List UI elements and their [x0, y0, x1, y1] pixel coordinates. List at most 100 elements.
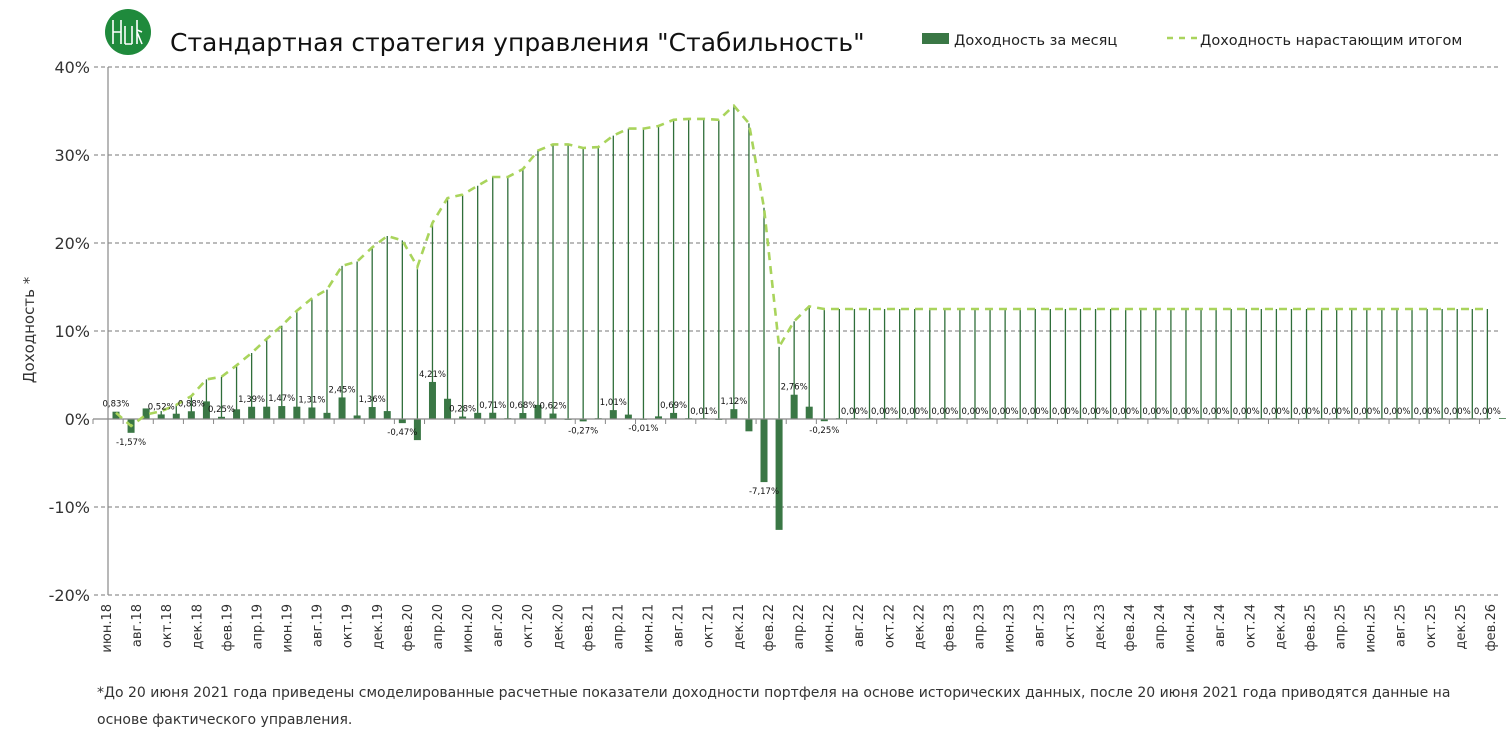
legend-label-cumulative: Доходность нарастающим итогом — [1200, 33, 1462, 49]
data-label: 0,00% — [901, 407, 928, 417]
y-axis-title: Доходность * — [20, 276, 38, 383]
data-label: 0,00% — [931, 407, 958, 417]
x-tick-label: июн.23 — [1003, 604, 1018, 653]
data-label: 0,00% — [1142, 407, 1169, 417]
monthly-bar — [398, 419, 406, 424]
gridlines — [94, 66, 1500, 596]
x-tick-label: дек.23 — [1093, 604, 1108, 650]
data-label: 0,00% — [1233, 407, 1260, 417]
monthly-bar — [157, 414, 165, 419]
x-tick-label: авг.20 — [491, 604, 506, 647]
x-tick-label: дек.21 — [732, 604, 747, 650]
x-tick-label: июн.25 — [1364, 604, 1379, 653]
x-tick-label: дек.18 — [190, 604, 205, 650]
monthly-bar — [730, 409, 738, 419]
monthly-bar — [338, 397, 346, 419]
data-label: 0,00% — [1082, 407, 1109, 417]
data-label: 1,36% — [359, 395, 386, 405]
monthly-bar — [308, 407, 316, 419]
y-tick-label: -10% — [49, 498, 90, 517]
data-label: -0,25% — [809, 426, 839, 436]
x-tick-label: дек.25 — [1454, 604, 1469, 650]
data-label: 0,00% — [871, 407, 898, 417]
data-label: 0,71% — [479, 401, 506, 411]
monthly-bar — [323, 412, 331, 419]
x-tick-label: фев.21 — [581, 604, 596, 651]
x-tick-label: фев.26 — [1484, 604, 1499, 651]
data-label: 0,00% — [1293, 407, 1320, 417]
data-label: 0,00% — [1474, 407, 1501, 417]
monthly-bar — [790, 394, 798, 419]
x-tick-label: фев.22 — [762, 604, 777, 651]
x-tick-label: дек.22 — [912, 604, 927, 650]
x-tick-label: окт.23 — [1063, 604, 1078, 648]
monthly-bar — [624, 414, 632, 419]
x-tick-label: окт.19 — [341, 604, 356, 648]
x-tick-label: авг.24 — [1213, 604, 1228, 647]
data-label: 0,00% — [961, 407, 988, 417]
monthly-bar — [459, 416, 467, 419]
y-tick-label: 10% — [54, 322, 90, 341]
data-label: 0,00% — [1383, 407, 1410, 417]
monthly-bar — [474, 412, 482, 419]
x-tick-label: фев.25 — [1303, 604, 1318, 651]
x-tick-label: дек.24 — [1273, 604, 1288, 650]
x-tick-label: авг.25 — [1394, 604, 1409, 647]
x-tick-label: апр.22 — [792, 604, 807, 649]
x-tick-label: авг.21 — [672, 604, 687, 647]
data-label: 0,25% — [208, 405, 235, 415]
monthly-bar — [670, 412, 678, 419]
data-label: -0,47% — [387, 428, 417, 438]
data-label: -7,17% — [749, 487, 779, 497]
x-axis-ticks: июн.18 авг.18 окт.18 дек.18 фев.19 апр.19 июн.… — [100, 604, 1499, 653]
data-label: 0,68% — [509, 401, 536, 411]
data-label: 1,31% — [298, 395, 325, 405]
monthly-bar — [820, 419, 828, 422]
footnote: *До 20 июня 2021 года приведены смоделир… — [97, 685, 1451, 728]
x-tick-label: апр.25 — [1334, 604, 1349, 649]
legend: Доходность за месяц Доходность нарастающ… — [922, 33, 1462, 49]
x-tick-label: июн.19 — [281, 604, 296, 653]
data-label: 0,01% — [690, 407, 717, 417]
data-label: 0,00% — [1444, 407, 1471, 417]
x-tick-label: окт.20 — [521, 604, 536, 648]
data-label: 2,76% — [781, 383, 808, 393]
monthly-bar — [579, 419, 587, 422]
monthly-bar — [1498, 418, 1506, 419]
x-tick-label: июн.24 — [1183, 604, 1198, 653]
monthly-bar — [172, 413, 180, 419]
monthly-bar — [609, 410, 617, 419]
x-tick-label: фев.24 — [1123, 604, 1138, 651]
data-label: 0,00% — [1022, 407, 1049, 417]
monthly-bar — [217, 416, 225, 419]
monthly-bar — [248, 406, 256, 419]
x-tick-label: фев.20 — [401, 604, 416, 651]
chart-title: Стандартная стратегия управления "Стабил… — [170, 28, 865, 57]
monthly-bar — [187, 411, 195, 419]
x-tick-label: авг.22 — [852, 604, 867, 647]
data-label: 0,69% — [660, 401, 687, 411]
logo-circle — [105, 9, 151, 55]
x-tick-label: авг.19 — [311, 604, 326, 647]
legend-bar-swatch — [922, 33, 949, 44]
monthly-bar — [278, 406, 286, 419]
x-tick-label: окт.21 — [702, 604, 717, 648]
monthly-bar — [353, 415, 361, 419]
data-label: 0,88% — [178, 399, 205, 409]
axes — [92, 67, 1490, 595]
x-tick-label: авг.18 — [130, 604, 145, 647]
data-label: 0,00% — [1172, 407, 1199, 417]
x-tick-label: июн.22 — [822, 604, 837, 653]
data-label: 0,52% — [148, 402, 175, 412]
data-label: 1,39% — [238, 395, 265, 405]
monthly-bar — [112, 411, 120, 419]
legend-label-monthly: Доходность за месяц — [954, 33, 1117, 49]
y-tick-label: 40% — [54, 58, 90, 77]
data-label: 4,21% — [419, 370, 446, 380]
x-tick-label: июн.21 — [642, 604, 657, 653]
data-label: 0,00% — [841, 407, 868, 417]
data-label: 0,62% — [540, 402, 567, 412]
data-label: 2,45% — [329, 385, 356, 395]
data-label: 0,00% — [1112, 407, 1139, 417]
